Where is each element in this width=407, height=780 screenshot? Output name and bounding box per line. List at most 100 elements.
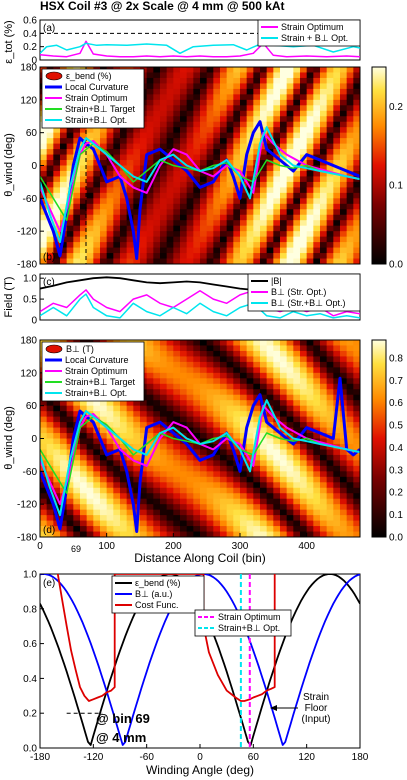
legend-label: Strain+B⊥ Target [65, 377, 135, 387]
colorbar-tick-label: 0.1 [389, 510, 403, 521]
y-tick-label: 0.5 [23, 295, 37, 306]
y-tick-label: 0 [31, 434, 37, 445]
coil-xlabel: Distance Along Coil (bin) [134, 551, 265, 565]
panel-a-ylabel: ε_tot (%) [3, 20, 15, 63]
y-tick-label: -60 [23, 194, 38, 205]
y-tick-label: 1.0 [23, 570, 37, 581]
legend-label: Cost Func. [135, 600, 179, 610]
x-tick-label: 0 [37, 541, 43, 552]
legend-swatch-icon [45, 344, 63, 354]
panel-d-ylabel: θ_wind (deg) [3, 406, 15, 470]
colorbar-tick-label: 0.8 [389, 353, 403, 364]
x-tick-label: 120 [298, 752, 315, 763]
angle-xlabel: Winding Angle (deg) [146, 763, 254, 777]
legend-label: Strain Optimum [281, 22, 344, 32]
floor-arrow-head [270, 705, 277, 711]
y-tick-label: 0.6 [23, 639, 37, 650]
panel-d: (d) -180 -120 -60 0 60 120 180 0 100 200 300 400 θ_… [3, 336, 403, 566]
x-tick-label: -60 [139, 752, 154, 763]
legend-label: Strain Optimum [65, 93, 128, 103]
legend-swatch-icon [45, 71, 63, 81]
x-tick-label: 0 [197, 752, 203, 763]
series-strain-optimum-line [40, 40, 360, 58]
y-tick-label: 0.2 [23, 709, 37, 720]
panel-b-ylabel: θ_wind (deg) [3, 133, 15, 197]
legend-label: ε_bend (%) [135, 578, 181, 588]
annotation-mm: @ 4 mm [96, 730, 146, 745]
series-local-curvature-line [40, 376, 360, 533]
y-tick-label: -180 [17, 533, 37, 544]
bin-marker: 69 [71, 544, 81, 554]
x-tick-label: 60 [248, 752, 260, 763]
y-tick-label: -60 [23, 467, 38, 478]
figure-title: HSX Coil #3 @ 2x Scale @ 4 mm @ 500 kAt [40, 0, 285, 13]
y-tick-label: 0 [31, 56, 37, 67]
y-tick-label: 0.4 [23, 674, 37, 685]
colorbar-tick-label: 0.5 [389, 421, 403, 432]
colorbar-tick-label: 0.7 [389, 376, 403, 387]
series-strain-b-opt--line [40, 399, 360, 517]
colorbar-tick-label: 0.2 [389, 488, 403, 499]
y-tick-label: -120 [17, 227, 37, 238]
legend-label: Strain+B⊥ Opt. [65, 115, 127, 125]
colorbar-tick-label: 0.0 [389, 533, 403, 544]
legend-label: B⊥ (Str. Opt.) [271, 287, 326, 297]
y-tick-label: 0.8 [23, 604, 37, 615]
legend-label: Strain Optimum [218, 612, 281, 622]
panel-e: (e) 0.0 0.2 0.4 0.6 0.8 1.0 -180 -120 -60 0 60 120 1… [23, 570, 369, 778]
legend-title: ε_bend (%) [66, 71, 112, 81]
y-tick-label: -120 [17, 500, 37, 511]
y-tick-label: -180 [17, 260, 37, 271]
series-strain-b-opt--line [40, 126, 360, 244]
y-tick-label: 0.4 [23, 29, 37, 40]
y-tick-label: 0.2 [23, 42, 37, 53]
y-tick-label: 0 [31, 161, 37, 172]
y-tick-label: 180 [20, 63, 37, 74]
legend-label: B⊥ (a.u.) [135, 589, 172, 599]
legend-label: Strain+B⊥ Opt. [65, 388, 127, 398]
panel-c-letter: (c) [43, 277, 55, 288]
y-tick-label: 1.0 [23, 274, 37, 285]
y-tick-label: 120 [20, 95, 37, 106]
legend-label: B⊥ (Str.+B⊥ Opt.) [271, 298, 345, 308]
series-cost-func--line [56, 574, 276, 702]
x-tick-label: 200 [165, 541, 182, 552]
legend-label: Local Curvature [65, 355, 129, 365]
panel-b: (b) -180 -120 -60 0 60 120 180 θ_wind (deg) ε_… [3, 63, 403, 271]
legend-box [257, 19, 361, 47]
legend-box [194, 609, 292, 637]
legend-label: Strain+B⊥ Opt. [218, 623, 280, 633]
x-tick-label: 300 [232, 541, 249, 552]
y-tick-label: 180 [20, 336, 37, 347]
y-tick-label: 60 [26, 401, 38, 412]
legend-label: Local Curvature [65, 82, 129, 92]
colorbar-tick-label: 0.2 [389, 102, 403, 113]
panel-a-letter: (a) [43, 23, 55, 34]
legend-label: Strain Optimum [65, 366, 128, 376]
panel-b-colorbar [371, 66, 387, 265]
panel-e-letter: (e) [43, 578, 55, 589]
legend-label: Strain + B⊥ Opt. [281, 33, 348, 43]
series-local-curvature-line [40, 120, 360, 260]
x-tick-label: 100 [98, 541, 115, 552]
panel-c: (c) 0 0.5 1.0 Field (T) |B|B⊥ (Str. Opt.)B… [3, 273, 361, 327]
x-tick-label: -180 [30, 752, 50, 763]
panel-a: (a) 0 0.2 0.4 0.6 ε_tot (%) Strain OptimumS… [3, 16, 361, 67]
floor-note-line: Strain [303, 692, 329, 703]
x-tick-label: 180 [352, 752, 369, 763]
panel-c-ylabel: Field (T) [3, 277, 15, 318]
series-b-str-b-opt--line [40, 293, 360, 319]
panel-d-colorbar [371, 339, 387, 538]
x-tick-label: -120 [83, 752, 103, 763]
annotation-bin: @ bin 69 [96, 711, 150, 726]
series-strain-optimum-line [40, 404, 360, 506]
y-tick-label: 60 [26, 128, 38, 139]
legend-label: Strain+B⊥ Target [65, 104, 135, 114]
y-tick-label: 0.0 [23, 744, 37, 755]
colorbar-tick-label: 0.6 [389, 398, 403, 409]
legend-label: |B| [271, 276, 282, 286]
floor-note-line: Floor [305, 703, 328, 714]
legend-title: B⊥ (T) [66, 344, 94, 354]
colorbar-tick-label: 0.0 [389, 260, 403, 271]
